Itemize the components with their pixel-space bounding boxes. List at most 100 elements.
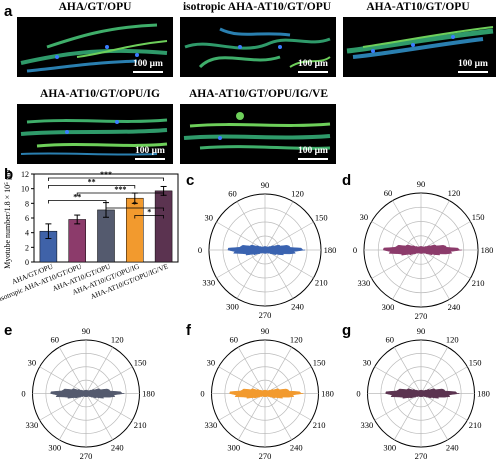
angle-tick-label: 30 — [204, 213, 213, 223]
grid-spoke — [420, 249, 450, 300]
angle-tick-label: 120 — [446, 334, 459, 344]
micrograph-title-1: AHA/GT/OPU — [58, 1, 132, 13]
angle-tick-label: 30 — [28, 357, 37, 367]
bar — [154, 190, 173, 263]
fiber-image — [346, 26, 494, 59]
angle-tick-label: 210 — [315, 278, 328, 288]
grid-spoke — [392, 200, 422, 251]
angle-distribution — [229, 388, 304, 399]
grid-spoke — [218, 393, 266, 421]
scale-label: 100 μm — [298, 146, 328, 156]
angle-tick-label: 60 — [51, 334, 60, 344]
significance-bracket — [48, 200, 107, 204]
grid-spoke — [85, 393, 114, 441]
grid-spoke — [237, 346, 266, 394]
angle-tick-label: 150 — [313, 357, 326, 367]
panel-label-d: d — [342, 172, 352, 189]
panel-label-a: a — [4, 3, 13, 20]
y-tick-label: 12 — [21, 170, 29, 179]
grid-spoke — [420, 200, 450, 251]
scale-bar — [298, 158, 328, 160]
grid-spoke — [58, 346, 87, 394]
micrograph-1: 100 μm — [17, 17, 173, 77]
angle-tick-label: 150 — [472, 212, 485, 222]
grid-spoke — [420, 249, 471, 279]
angle-tick-label: 120 — [290, 334, 303, 344]
polar-plot-e: 90 120 150 180 210 240 270 300 330 0 30 60 — [21, 326, 155, 461]
grid-spoke — [264, 249, 294, 299]
polar-plot-g: 90 120 150 180 210 240 270 300 330 0 30 60 — [356, 326, 490, 461]
grid-spoke — [39, 393, 87, 421]
y-tick-label: 6 — [25, 214, 29, 223]
angle-tick-label: 330 — [202, 278, 215, 288]
grid-spoke — [420, 393, 468, 421]
grid-spoke — [39, 366, 87, 394]
grid-spoke — [420, 366, 468, 394]
polar-plot-d: 90 120 150 180 210 240 270 300 330 0 30 60 — [353, 179, 494, 321]
micrograph-title-5: AHA-AT10/GT/OPU/IG/VE — [188, 88, 329, 100]
grid-spoke — [371, 249, 422, 279]
significance-label: ** — [88, 178, 96, 187]
angle-tick-label: 300 — [383, 443, 396, 453]
angle-distribution — [50, 388, 125, 399]
angle-tick-label: 330 — [204, 420, 217, 430]
significance-label: ** — [73, 193, 81, 202]
grid-spoke — [236, 249, 266, 299]
significance-bracket — [48, 177, 164, 181]
y-tick-label: 8 — [25, 199, 29, 208]
grid-spoke — [420, 221, 471, 251]
grid-spoke — [264, 393, 293, 441]
grid-spoke — [264, 249, 314, 279]
grid-spoke — [237, 393, 266, 441]
micrograph-title-4: AHA-AT10/GT/OPU/IG — [40, 88, 160, 100]
angle-tick-label: 120 — [111, 334, 124, 344]
grid-spoke — [216, 221, 266, 251]
grid-spoke — [236, 201, 266, 251]
significance-label: *** — [114, 185, 126, 194]
angle-tick-label: 150 — [134, 357, 147, 367]
panel-label-g: g — [342, 322, 352, 339]
angle-tick-label: 0 — [21, 389, 25, 399]
polar-plot-c: 90 120 150 180 210 240 270 300 330 0 30 60 — [198, 180, 337, 320]
fiber-image — [20, 118, 168, 156]
angle-tick-label: 30 — [207, 357, 216, 367]
micrograph-2: 100 μm — [180, 17, 336, 77]
angle-tick-label: 240 — [291, 301, 304, 311]
fiber-image — [183, 112, 331, 150]
micrograph-5: 100 μm — [180, 104, 336, 164]
angle-tick-label: 210 — [469, 420, 482, 430]
grid-spoke — [420, 393, 449, 441]
significance-bracket — [134, 215, 164, 219]
significance-label: *** — [100, 170, 112, 179]
grid-spoke — [264, 393, 312, 421]
angle-tick-label: 30 — [363, 357, 372, 367]
grid-spoke — [371, 221, 422, 251]
angle-tick-label: 330 — [357, 278, 370, 288]
angle-tick-label: 300 — [382, 302, 395, 312]
angle-tick-label: 0 — [200, 389, 204, 399]
angle-tick-label: 180 — [142, 389, 155, 399]
angle-tick-label: 240 — [111, 443, 124, 453]
angle-distribution — [227, 244, 306, 256]
grid-spoke — [264, 366, 312, 394]
angle-tick-label: 240 — [446, 443, 459, 453]
angle-tick-label: 180 — [324, 245, 337, 255]
angle-tick-label: 180 — [481, 245, 494, 255]
angle-tick-label: 180 — [477, 389, 490, 399]
scale-bar — [135, 158, 165, 160]
grid-spoke — [85, 393, 133, 421]
grid-spoke — [392, 249, 422, 300]
panel-label-e: e — [4, 322, 13, 339]
angle-tick-label: 60 — [228, 189, 237, 199]
angle-tick-label: 0 — [353, 245, 357, 255]
angle-tick-label: 210 — [134, 420, 147, 430]
angle-tick-label: 60 — [386, 334, 395, 344]
angle-tick-label: 210 — [313, 420, 326, 430]
grid-spoke — [58, 393, 87, 441]
grid-spoke — [264, 201, 294, 251]
micrograph-3: 100 μm — [343, 17, 496, 77]
angle-distribution — [385, 388, 460, 399]
angle-tick-label: 90 — [261, 326, 270, 336]
angle-tick-label: 180 — [321, 389, 334, 399]
